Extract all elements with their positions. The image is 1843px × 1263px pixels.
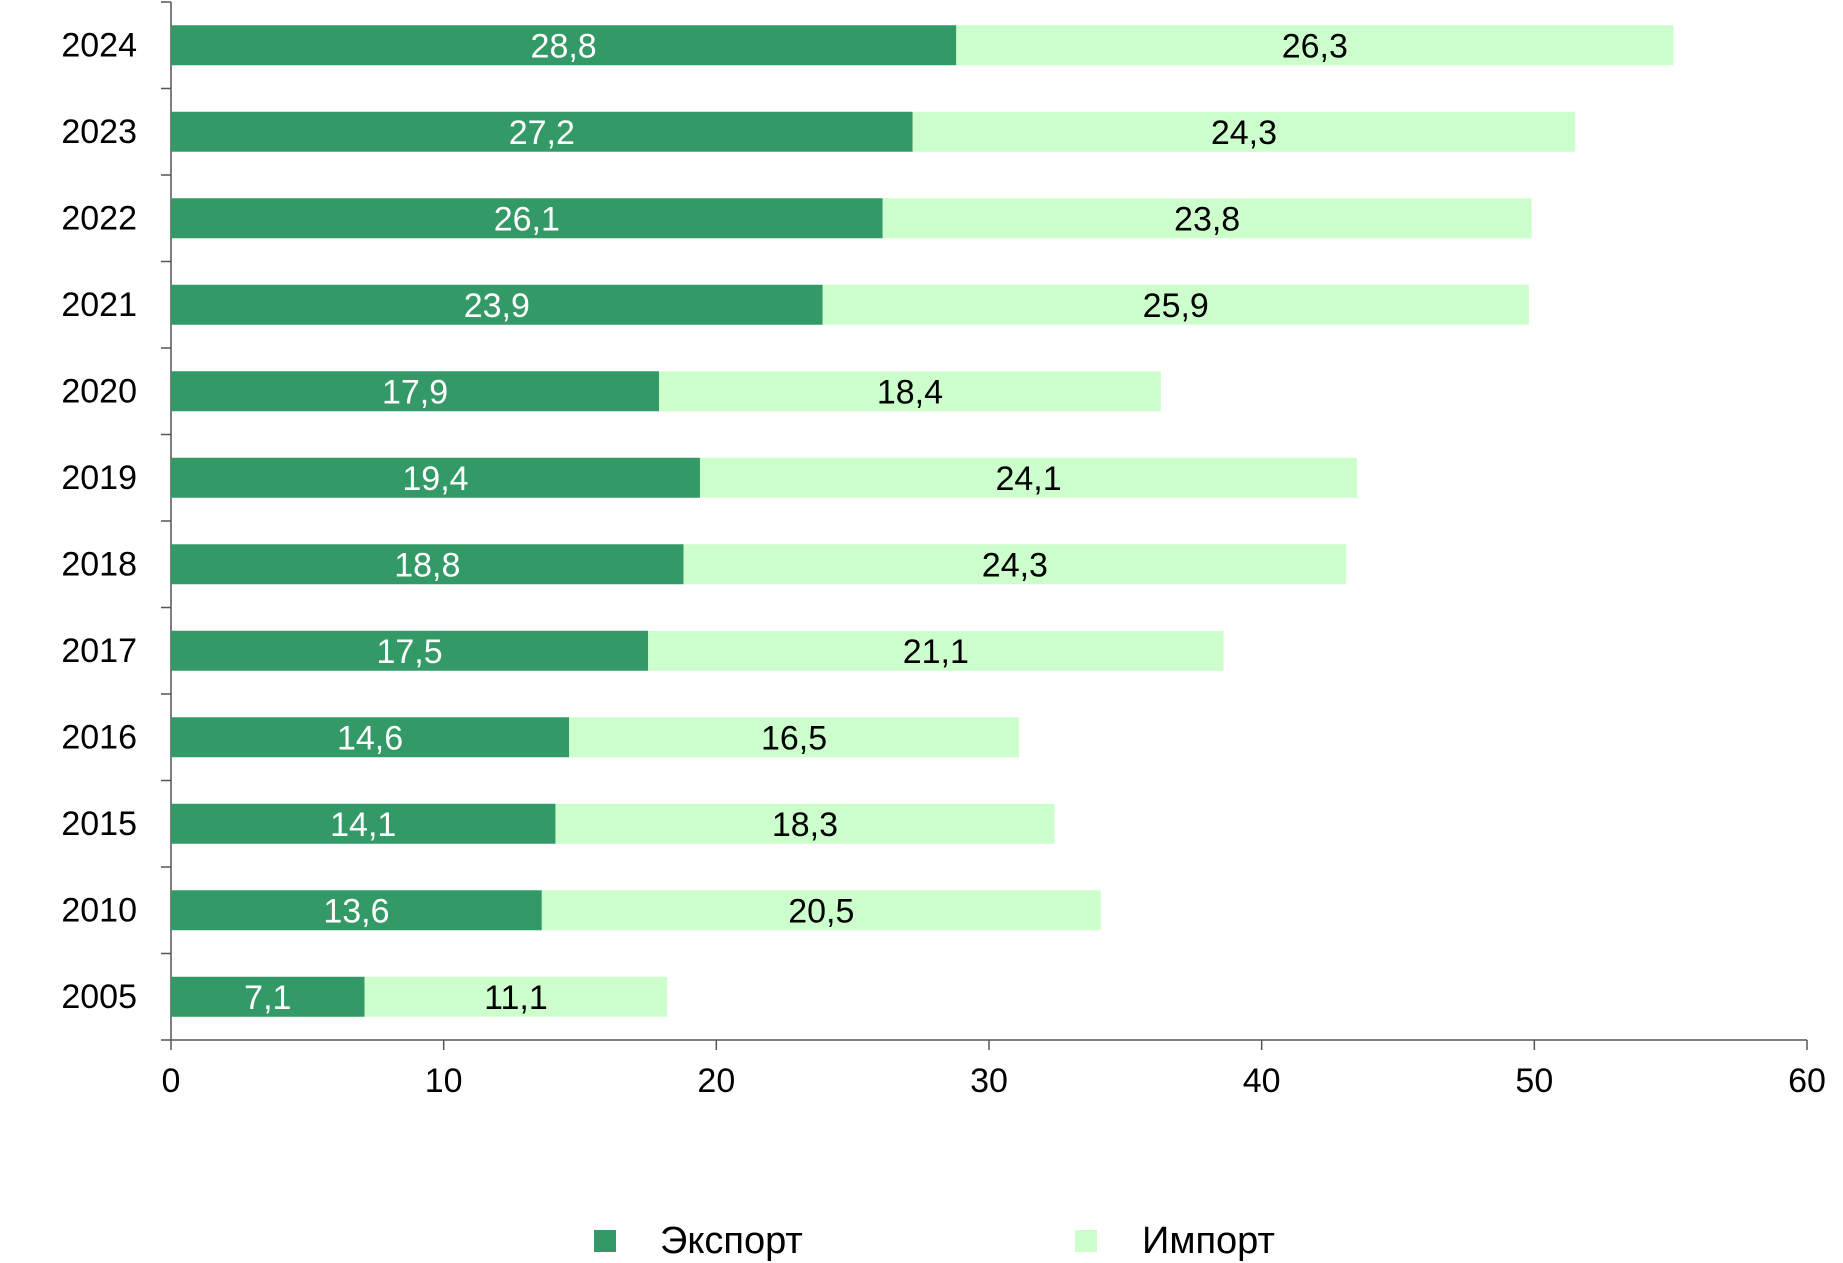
export-data-label: 19,4 <box>402 460 468 498</box>
export-data-label: 28,8 <box>531 27 597 65</box>
import-bar <box>648 630 1224 671</box>
import-bar <box>541 890 1101 931</box>
import-data-label: 24,1 <box>995 460 1061 498</box>
import-data-label: 11,1 <box>484 979 548 1017</box>
category-label: 2017 <box>61 632 137 670</box>
export-bar <box>171 371 660 412</box>
category-label: 2020 <box>61 372 137 410</box>
category-label: 2015 <box>61 805 137 843</box>
value-tick-label: 60 <box>1788 1062 1826 1100</box>
export-bar <box>171 111 913 152</box>
export-data-label: 17,5 <box>376 633 442 671</box>
export-data-label: 27,2 <box>509 114 575 152</box>
import-bar <box>882 198 1532 239</box>
export-bar <box>171 457 700 498</box>
category-label: 2023 <box>61 113 137 151</box>
import-data-label: 18,3 <box>772 806 838 844</box>
export-bar <box>171 717 570 758</box>
import-bar <box>659 371 1161 412</box>
import-bar <box>569 717 1019 758</box>
import-bar <box>956 25 1674 66</box>
import-legend-label: Импорт <box>1142 1220 1275 1262</box>
value-axis: 0 10 20 30 40 50 60 <box>162 1039 1826 1100</box>
value-tick-label: 30 <box>970 1062 1008 1100</box>
category-label: 2021 <box>61 286 137 324</box>
import-data-label: 24,3 <box>1211 114 1277 152</box>
legend: Экспорт Импорт <box>594 1220 1275 1262</box>
category-label: 2010 <box>61 891 137 929</box>
bars-group: 28,8 26,3 27,2 24,3 26,1 23,8 23,9 25,9 17,9 18,4… <box>171 25 1674 1017</box>
export-data-label: 7,1 <box>244 979 291 1017</box>
import-data-label: 25,9 <box>1143 287 1209 325</box>
import-data-label: 26,3 <box>1282 27 1348 65</box>
category-axis: 2024 2023 2022 2021 2020 2019 2018 2017 2016 2015… <box>61 1 172 1041</box>
import-data-label: 23,8 <box>1174 200 1240 238</box>
value-tick-label: 40 <box>1243 1062 1281 1100</box>
export-bar <box>171 976 365 1017</box>
import-bar <box>364 976 668 1017</box>
category-label: 2018 <box>61 545 137 583</box>
export-legend-swatch <box>594 1230 616 1252</box>
export-data-label: 17,9 <box>382 373 448 411</box>
import-bar <box>683 544 1347 585</box>
export-bar <box>171 803 556 844</box>
export-data-label: 13,6 <box>323 892 389 930</box>
export-bar <box>171 198 883 239</box>
import-data-label: 18,4 <box>877 373 943 411</box>
import-data-label: 21,1 <box>903 633 969 671</box>
import-data-label: 24,3 <box>982 546 1048 584</box>
export-data-label: 14,6 <box>337 719 403 757</box>
value-tick-label: 20 <box>697 1062 735 1100</box>
export-legend-label: Экспорт <box>660 1220 803 1262</box>
export-data-label: 18,8 <box>394 546 460 584</box>
export-data-label: 23,9 <box>464 287 530 325</box>
export-bar <box>171 630 649 671</box>
value-tick-label: 10 <box>425 1062 463 1100</box>
export-bar <box>171 284 823 325</box>
export-bar <box>171 25 957 66</box>
category-label: 2016 <box>61 718 137 756</box>
export-data-label: 14,1 <box>330 806 396 844</box>
export-data-label: 26,1 <box>494 200 560 238</box>
import-bar <box>822 284 1529 325</box>
category-label: 2022 <box>61 199 137 237</box>
export-bar <box>171 544 684 585</box>
category-label: 2019 <box>61 459 137 497</box>
import-data-label: 16,5 <box>761 719 827 757</box>
import-data-label: 20,5 <box>788 892 854 930</box>
category-label: 2005 <box>61 978 137 1016</box>
value-tick-label: 0 <box>162 1062 181 1100</box>
import-bar <box>699 457 1358 498</box>
value-tick-label: 50 <box>1515 1062 1553 1100</box>
import-legend-swatch <box>1075 1230 1097 1252</box>
export-bar <box>171 890 542 931</box>
import-bar <box>912 111 1576 152</box>
import-bar <box>555 803 1055 844</box>
category-label: 2024 <box>61 26 137 64</box>
